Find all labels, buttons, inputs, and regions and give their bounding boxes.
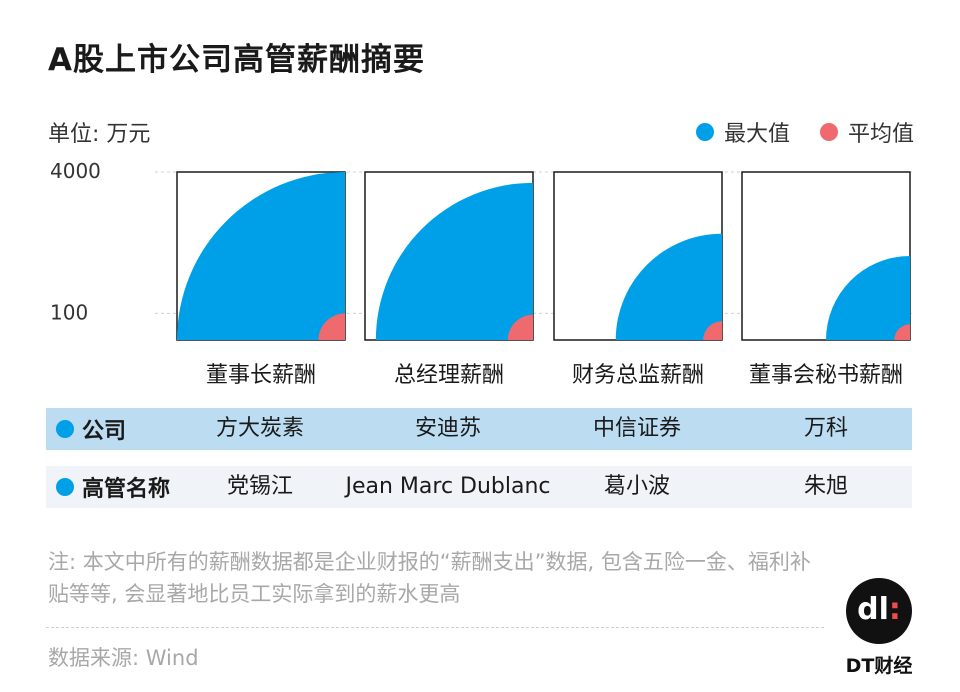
category-label: 财务总监薪酬 <box>572 363 704 388</box>
max-quarter-circle <box>615 233 722 340</box>
legend-item-max: 最大值 <box>695 116 790 148</box>
max-quarter-circle <box>177 172 345 340</box>
company-cell: 安迪苏 <box>414 416 482 441</box>
executive-cell: Jean Marc Dublanc <box>345 474 551 499</box>
max-quarter-circle <box>826 256 910 340</box>
executive-cell: 党锡江 <box>226 474 294 499</box>
category-label: 总经理薪酬 <box>394 363 504 388</box>
quarter-circle-chart: 4000 100 董事长薪酬 总经理薪酬 财务总监薪酬 董事会秘书薪酬 <box>50 160 912 388</box>
executive-row-dot <box>56 478 74 496</box>
company-cell: 万科 <box>803 416 849 441</box>
brand-name: DT财经 <box>845 655 913 677</box>
page-title: A股上市公司高管薪酬摘要 <box>48 42 425 78</box>
y-tick-label: 100 <box>50 300 88 324</box>
legend-label-avg: 平均值 <box>847 122 914 147</box>
company-row-dot <box>56 420 74 438</box>
category-label: 董事长薪酬 <box>206 363 316 388</box>
legend-dot-max <box>695 123 714 141</box>
executive-header: 高管名称 <box>82 477 171 502</box>
legend-item-avg: 平均值 <box>819 116 914 148</box>
data-source: 数据来源: Wind <box>48 646 199 670</box>
brand-logo-text: dl <box>857 592 889 627</box>
avg-quarter-circle <box>894 324 910 340</box>
brand-logo-accent: : <box>888 592 901 627</box>
brand-logo: dl: <box>846 578 912 644</box>
avg-quarter-circle <box>318 313 345 340</box>
executive-cell: 葛小波 <box>603 474 671 499</box>
category-label: 董事会秘书薪酬 <box>749 363 903 388</box>
company-cell: 方大炭素 <box>215 416 305 441</box>
legend: 最大值 平均值 <box>695 116 914 148</box>
footnote: 注: 本文中所有的薪酬数据都是企业财报的“薪酬支出”数据, 包含五险一金、福利补… <box>48 550 811 606</box>
divider <box>46 627 824 628</box>
executive-row: 高管名称 党锡江 Jean Marc Dublanc 葛小波 朱旭 <box>46 466 912 508</box>
y-tick-label: 4000 <box>50 160 101 183</box>
company-header: 公司 <box>82 419 127 444</box>
legend-dot-avg <box>819 123 838 141</box>
avg-quarter-circle <box>703 321 722 340</box>
unit-label: 单位: 万元 <box>48 122 151 147</box>
legend-label-max: 最大值 <box>723 122 790 147</box>
executive-cell: 朱旭 <box>803 474 849 499</box>
avg-quarter-circle <box>507 314 533 340</box>
company-row: 公司 方大炭素 安迪苏 中信证券 万科 <box>46 408 912 450</box>
company-cell: 中信证券 <box>592 416 682 441</box>
max-quarter-circle <box>375 182 533 340</box>
